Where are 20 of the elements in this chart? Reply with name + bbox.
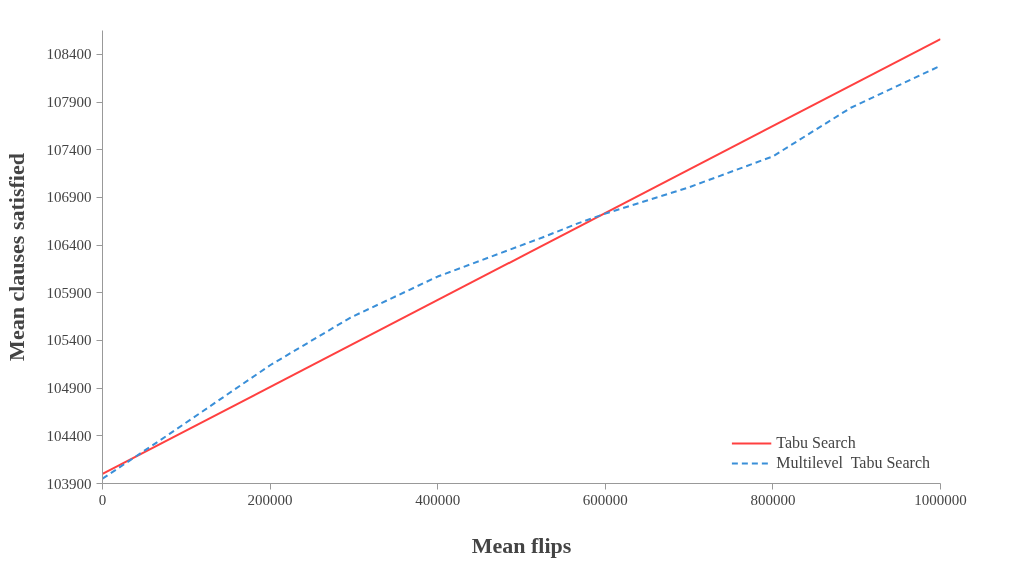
x-tick-label: 1000000 — [914, 491, 967, 508]
x-tick-label: 600000 — [582, 491, 628, 508]
y-tick-label: 103900 — [46, 475, 92, 492]
y-tick-label: 107900 — [46, 94, 92, 111]
y-axis-title: Mean clauses satisfied — [3, 153, 29, 361]
y-tick-label: 104400 — [46, 427, 92, 444]
y-tick-label: 105900 — [46, 284, 92, 301]
x-tick-label: 800000 — [750, 491, 796, 508]
y-tick-label: 107400 — [46, 141, 92, 158]
y-tick-label: 105400 — [46, 332, 92, 349]
y-tick-label: 108400 — [46, 46, 92, 63]
legend-label: Multilevel Tabu Search — [776, 454, 930, 472]
y-tick-label: 104900 — [46, 380, 92, 397]
legend-label: Tabu Search — [776, 434, 856, 452]
x-tick-label: 400000 — [415, 491, 461, 508]
x-tick-label: 0 — [98, 491, 107, 508]
x-axis-title: Mean flips — [471, 532, 572, 558]
y-tick-label: 106900 — [46, 189, 92, 206]
x-tick-label: 200000 — [247, 491, 293, 508]
y-tick-label: 106400 — [46, 237, 92, 254]
